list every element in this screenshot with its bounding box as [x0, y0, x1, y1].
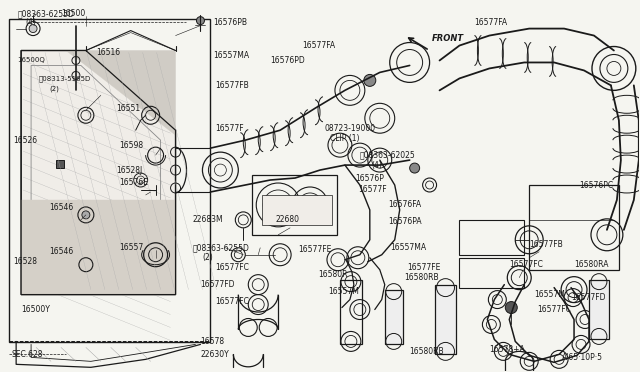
Text: CLIP (1): CLIP (1) [330, 134, 360, 143]
Text: 16576E: 16576E [119, 177, 148, 186]
Text: 16577FD: 16577FD [571, 293, 605, 302]
Text: 16516: 16516 [96, 48, 120, 57]
Text: 16576FA: 16576FA [388, 201, 421, 209]
Text: A'65·10P·5: A'65·10P·5 [562, 353, 603, 362]
Circle shape [410, 163, 420, 173]
Text: 16577FB: 16577FB [216, 81, 249, 90]
Circle shape [29, 25, 37, 33]
Text: 16528: 16528 [13, 257, 37, 266]
Text: 16500Y: 16500Y [21, 305, 50, 314]
Text: 22680: 22680 [275, 215, 299, 224]
Text: Ⓝ08313-5165D: Ⓝ08313-5165D [39, 75, 92, 82]
Text: 16577FC: 16577FC [216, 297, 249, 306]
Bar [460, 258, 524, 288]
Circle shape [506, 302, 517, 314]
Text: 16557M: 16557M [328, 287, 359, 296]
Bar [385, 290, 403, 344]
Text: 16578: 16578 [200, 337, 225, 346]
Text: 16557M: 16557M [534, 290, 565, 299]
Text: (2): (2) [49, 85, 59, 92]
Text: 16578+A: 16578+A [490, 345, 525, 354]
Polygon shape [66, 51, 175, 135]
Bar [56, 160, 64, 168]
Text: 16580R: 16580R [318, 270, 348, 279]
Text: (4): (4) [372, 161, 383, 170]
Text: 16576P: 16576P [355, 173, 384, 183]
Text: Ⓝ08363-62025: Ⓝ08363-62025 [360, 151, 415, 160]
Text: 16557: 16557 [119, 243, 143, 252]
Text: 16577FA: 16577FA [302, 41, 335, 50]
Text: 16546: 16546 [49, 203, 73, 212]
Text: 22683M: 22683M [193, 215, 223, 224]
Text: FRONT: FRONT [431, 34, 464, 43]
Text: (2): (2) [202, 253, 213, 262]
Text: 16577FC: 16577FC [216, 263, 249, 272]
Text: 16580RB: 16580RB [410, 347, 444, 356]
Bar [589, 280, 609, 339]
Polygon shape [21, 51, 175, 295]
Bar [9, 19, 211, 342]
Text: 16551: 16551 [116, 104, 140, 113]
Text: 16580RA: 16580RA [574, 260, 609, 269]
Polygon shape [21, 200, 175, 295]
Text: 16526: 16526 [13, 136, 37, 145]
Text: 16557MA: 16557MA [213, 51, 250, 60]
Text: (4): (4) [25, 18, 36, 27]
Text: 16577FE: 16577FE [408, 263, 441, 272]
Text: 16576PD: 16576PD [270, 56, 305, 65]
Text: 16598: 16598 [119, 141, 143, 150]
Text: 16557MA: 16557MA [390, 243, 426, 252]
Text: 16500: 16500 [61, 9, 85, 18]
Circle shape [196, 17, 204, 25]
Text: 16577F: 16577F [358, 186, 387, 195]
Text: 16577FC: 16577FC [537, 305, 571, 314]
Circle shape [364, 74, 376, 86]
Bar [262, 195, 332, 225]
Text: SEC.628: SEC.628 [11, 350, 43, 359]
Text: 22630Y: 22630Y [200, 350, 229, 359]
Text: 16577FD: 16577FD [200, 280, 235, 289]
Bar [252, 175, 337, 235]
Text: 16577FC: 16577FC [509, 260, 543, 269]
Text: 08723-19000: 08723-19000 [325, 124, 376, 133]
Text: 16577F: 16577F [216, 124, 244, 133]
Text: 16577FE: 16577FE [298, 245, 332, 254]
Bar [435, 285, 456, 355]
Text: 16580RB: 16580RB [404, 273, 439, 282]
Text: 16576PA: 16576PA [388, 217, 421, 227]
Bar [340, 280, 362, 344]
Text: Ⓝ08363-6255D: Ⓝ08363-6255D [193, 243, 250, 252]
Text: 16546: 16546 [49, 247, 73, 256]
Text: 16500Q: 16500Q [17, 57, 45, 64]
Text: 16577FA: 16577FA [474, 18, 508, 27]
Text: 16528J: 16528J [116, 166, 142, 174]
Text: 16576PC: 16576PC [579, 180, 613, 189]
Circle shape [82, 211, 90, 219]
Text: Ⓝ08363-6255D: Ⓝ08363-6255D [17, 9, 74, 18]
Text: 16577FB: 16577FB [529, 240, 563, 249]
Bar [460, 220, 524, 255]
Bar [529, 185, 619, 270]
Text: 16576PB: 16576PB [213, 18, 248, 27]
